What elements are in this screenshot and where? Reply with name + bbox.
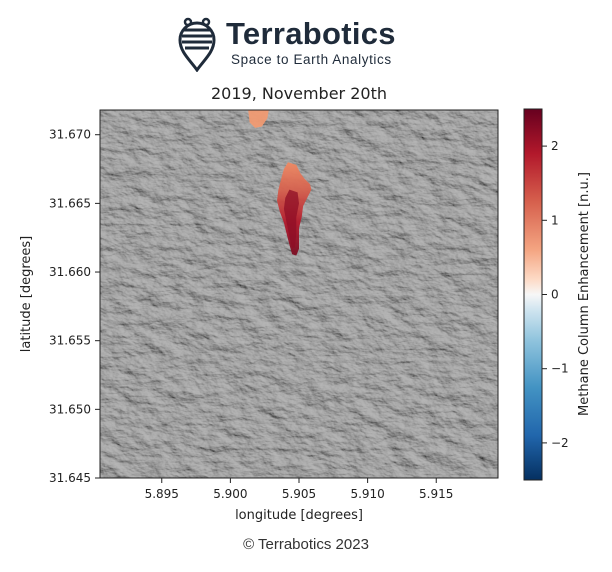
colorbar-label: Methane Column Enhancement [n.u.]: [577, 172, 592, 416]
plot-area: [100, 110, 498, 478]
x-tick-label: 5.910: [350, 487, 384, 501]
colorbar-tick-label: −1: [551, 362, 569, 376]
y-axis-label: latitude [degrees]: [19, 236, 34, 352]
y-tick-label: 31.655: [49, 334, 91, 348]
colorbar-ticks: 2 1 0 −1 −2: [542, 139, 569, 450]
chart-title: 2019, November 20th: [211, 84, 387, 103]
colorbar-gradient: [523, 108, 543, 481]
y-axis: 31.645 31.650 31.655 31.660 31.665 31.670: [49, 128, 100, 485]
y-tick-label: 31.660: [49, 265, 91, 279]
logo-wordmark: Terrabotics: [226, 16, 396, 51]
x-tick-label: 5.915: [419, 487, 453, 501]
x-tick-label: 5.895: [145, 487, 179, 501]
x-tick-label: 5.900: [213, 487, 247, 501]
top-edge-plume: [248, 110, 269, 128]
colorbar: 2 1 0 −1 −2 Methane Column Enhancement [n.u.…: [523, 108, 592, 481]
x-axis-label: longitude [degrees]: [235, 508, 363, 523]
x-axis: 5.895 5.900 5.905 5.910 5.915: [145, 478, 453, 501]
colorbar-tick-label: 0: [551, 288, 559, 302]
methane-map-chart: 2019, November 20th 5.895 5.900 5.905 5.910…: [19, 84, 592, 523]
y-tick-label: 31.670: [49, 128, 91, 142]
terrabotics-logo: Terrabotics Space to Earth Analytics: [174, 14, 434, 74]
copyright-notice: © Terrabotics 2023: [243, 536, 369, 553]
y-tick-label: 31.645: [49, 471, 91, 485]
plume-layer: [248, 110, 312, 256]
main-plume-core: [283, 189, 299, 249]
colorbar-tick-label: 2: [551, 139, 559, 153]
x-tick-label: 5.905: [282, 487, 316, 501]
colorbar-tick-label: 1: [551, 213, 559, 227]
y-tick-label: 31.650: [49, 402, 91, 416]
y-tick-label: 31.665: [49, 196, 91, 210]
satellite-pin-icon: [178, 17, 216, 72]
terrain-grain: [100, 110, 498, 478]
colorbar-tick-label: −2: [551, 436, 569, 450]
logo-tagline: Space to Earth Analytics: [231, 52, 392, 67]
